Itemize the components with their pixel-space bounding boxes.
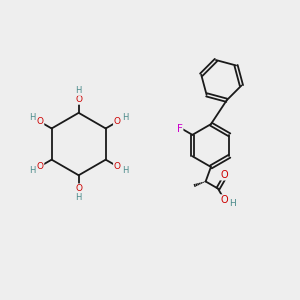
Text: O: O (114, 117, 121, 126)
Text: H: H (122, 166, 128, 175)
Text: O: O (114, 162, 121, 171)
Text: O: O (37, 117, 44, 126)
Text: O: O (75, 184, 82, 193)
Text: H: H (122, 113, 128, 122)
Text: H: H (230, 199, 236, 208)
Text: H: H (29, 166, 35, 175)
Text: H: H (29, 113, 35, 122)
Text: O: O (75, 95, 82, 104)
Text: F: F (177, 124, 183, 134)
Text: O: O (220, 195, 228, 205)
Text: H: H (76, 193, 82, 202)
Text: O: O (221, 170, 228, 180)
Text: H: H (76, 86, 82, 95)
Text: O: O (37, 162, 44, 171)
